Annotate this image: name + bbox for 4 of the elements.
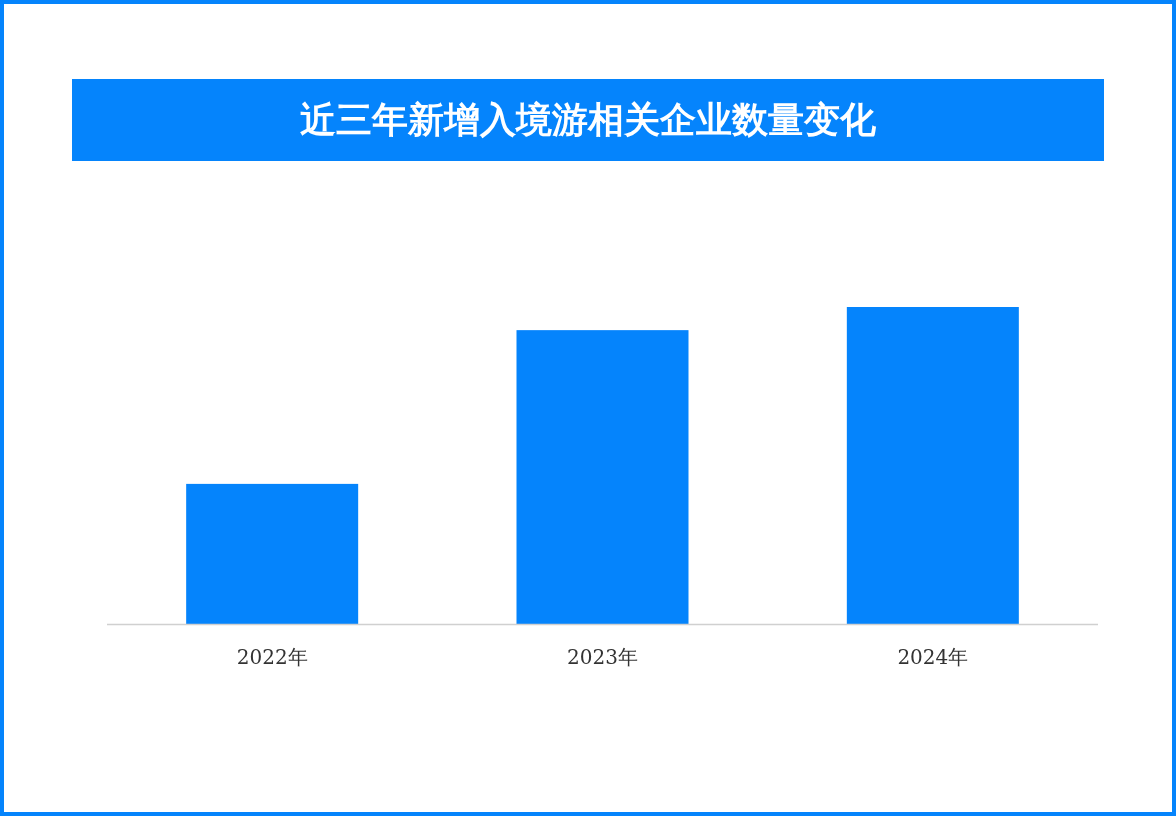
x-tick-label: 2024年 (897, 645, 969, 669)
x-tick-label: 2022年 (236, 645, 308, 669)
x-tick-label: 2023年 (567, 645, 638, 669)
chart-title: 近三年新增入境游相关企业数量变化 (300, 99, 877, 140)
